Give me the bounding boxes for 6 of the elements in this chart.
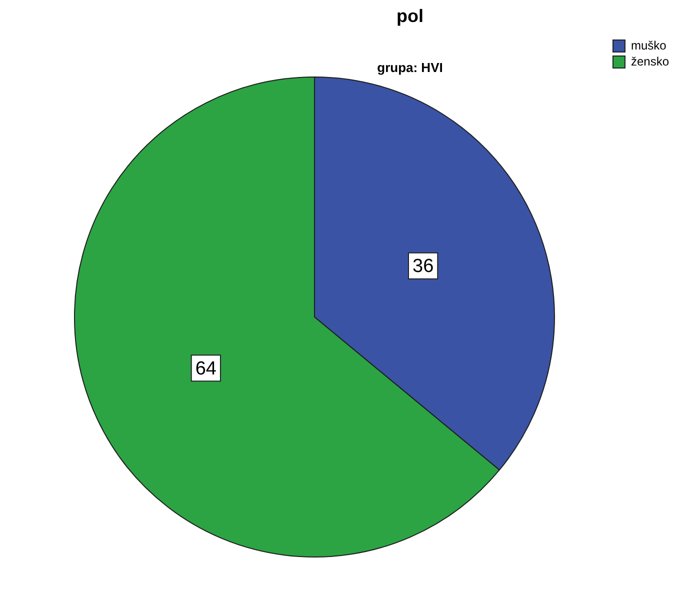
legend-label: žensko [630,54,670,68]
data-label: 36 [412,256,434,278]
legend-label: muško [630,38,667,52]
data-label: 64 [195,358,217,380]
text: grupa: HVI [376,60,444,75]
chart-title: pol [396,6,424,27]
